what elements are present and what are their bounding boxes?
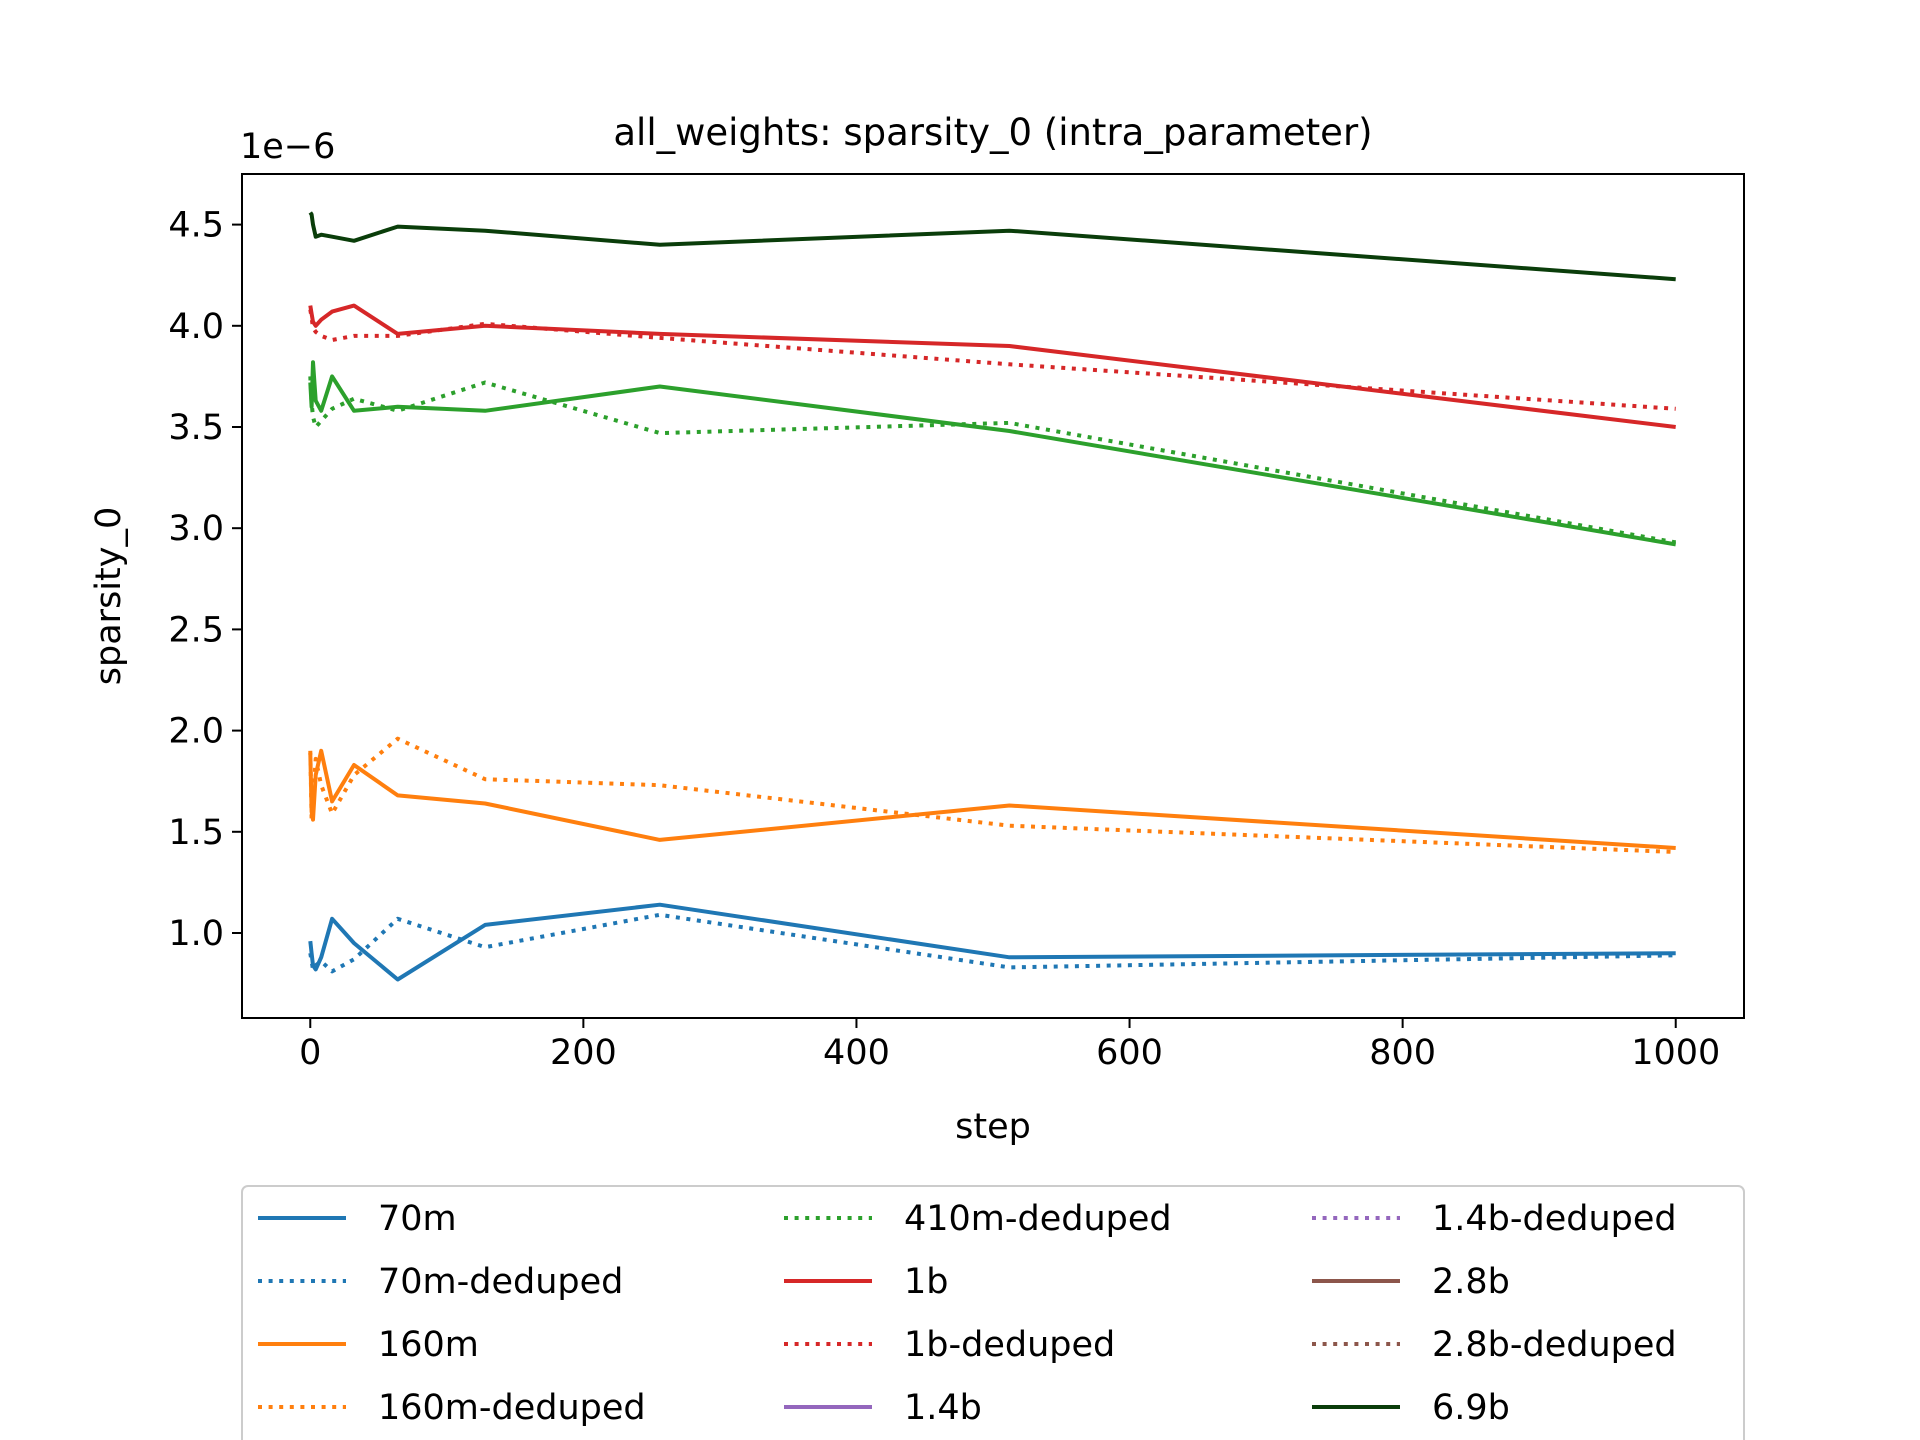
- legend-label-1b: 1b: [904, 1262, 949, 1302]
- x-tick-label: 200: [550, 1033, 617, 1073]
- x-tick-label: 600: [1096, 1033, 1163, 1073]
- legend-label-1-4b: 1.4b: [904, 1388, 982, 1428]
- plot-lines: [308, 211, 1677, 982]
- x-tick-label: 400: [823, 1033, 890, 1073]
- legend-label-2-8b-deduped: 2.8b-deduped: [1432, 1325, 1677, 1365]
- chart-title: all_weights: sparsity_0 (intra_parameter…: [613, 111, 1372, 154]
- legend-label-1b-deduped: 1b-deduped: [904, 1325, 1115, 1365]
- x-tick-label: 1000: [1631, 1033, 1720, 1073]
- legend-label-410m-deduped: 410m-deduped: [904, 1199, 1172, 1239]
- y-offset-label: 1e−6: [240, 127, 335, 167]
- y-tick-label: 2.0: [168, 712, 224, 752]
- legend-label-2-8b: 2.8b: [1432, 1262, 1510, 1302]
- series-line-160m-deduped: [308, 736, 1676, 854]
- y-axis: 1.0 1.5 2.0 2.5 3.0 3.5 4.0 4.5: [168, 206, 242, 954]
- y-tick-label: 1.5: [168, 813, 224, 853]
- y-tick-label: 2.5: [168, 610, 224, 650]
- y-axis-label: sparsity_0: [89, 507, 129, 685]
- series-line-70m: [308, 902, 1676, 982]
- y-tick-label: 4.0: [168, 307, 224, 347]
- x-tick-label: 800: [1369, 1033, 1436, 1073]
- x-tick-label: 0: [299, 1033, 321, 1073]
- legend-label-6-9b: 6.9b: [1432, 1388, 1510, 1428]
- y-tick-label: 3.0: [168, 509, 224, 549]
- legend-label-160m-deduped: 160m-deduped: [378, 1388, 646, 1428]
- x-axis: 0 200 400 600 800 1000: [299, 1018, 1720, 1073]
- series-line-1b: [308, 303, 1676, 429]
- legend: 70m 70m-deduped 160m 160m-deduped 410m-dedup…: [241, 1185, 1745, 1440]
- series-line-1b-deduped: [308, 309, 1676, 411]
- legend-frame: [241, 1185, 1745, 1440]
- legend-label-70m: 70m: [378, 1199, 457, 1239]
- series-line-6-9b: [308, 211, 1676, 282]
- series-line-extra-0: [308, 360, 1677, 547]
- legend-label-70m-deduped: 70m-deduped: [378, 1262, 623, 1302]
- legend-label-1-4b-deduped: 1.4b-deduped: [1432, 1199, 1677, 1239]
- x-axis-label: step: [955, 1107, 1031, 1147]
- y-tick-label: 3.5: [168, 408, 224, 448]
- y-tick-label: 1.0: [168, 914, 224, 954]
- y-tick-label: 4.5: [168, 206, 224, 246]
- plot-frame: [241, 173, 1745, 1019]
- series-line-410m-deduped: [308, 376, 1677, 545]
- series-line-160m: [308, 748, 1676, 850]
- series-line-70m-deduped: [308, 912, 1676, 974]
- legend-label-160m: 160m: [378, 1325, 479, 1365]
